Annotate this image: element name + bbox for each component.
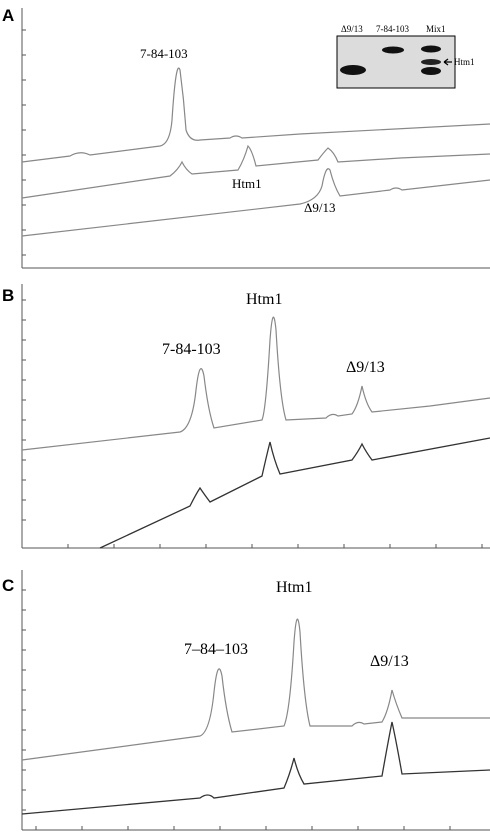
- panel-a-trace-3: [21, 168, 490, 237]
- panel-b-letter: B: [2, 286, 15, 305]
- gel-lane-label-7-84-103: 7-84-103: [376, 24, 409, 34]
- gel-inset: Δ9/13 7-84-103 Mix1 Htm1: [336, 24, 475, 89]
- gel-arrow-label: Htm1: [454, 57, 475, 67]
- gel-band-7-84-103: [382, 46, 404, 54]
- panel-b-trace-top: [21, 316, 490, 451]
- panel-b-chart: 7-84-103 Htm1 Δ9/13: [21, 284, 490, 549]
- gel-band-d913: [340, 65, 366, 75]
- panel-b-trace-bottom: [99, 437, 490, 549]
- panel-c-label-7-84-103: 7–84–103: [184, 641, 248, 658]
- panel-c-x-ticks: [35, 826, 451, 830]
- gel-band-mix-bottom: [421, 67, 441, 75]
- panel-a-label-7-84-103: 7-84-103: [140, 46, 188, 61]
- panel-a-trace-2: [21, 144, 490, 199]
- panel-b: B 7-84-103 Htm1 Δ9/13: [0, 280, 490, 550]
- panel-c-y-ticks: [22, 589, 26, 811]
- gel-lane-label-d913: Δ9/13: [341, 24, 363, 34]
- panel-b-y-ticks: [22, 299, 26, 521]
- panel-a-chart: 7-84-103 Htm1 Δ9/13 Δ9/13 7-84-103 Mix1 …: [21, 8, 490, 269]
- panel-a-label-d913: Δ9/13: [304, 200, 335, 215]
- panel-c-letter: C: [2, 576, 15, 595]
- panel-c: C 7–84–103 Htm1 Δ9/13: [0, 562, 490, 832]
- panel-c-trace-bottom: [21, 721, 490, 815]
- gel-lane-label-mix1: Mix1: [426, 24, 446, 34]
- panel-c-label-htm1: Htm1: [276, 579, 312, 596]
- panel-a: A 7-84-103 Htm1 Δ9/13 Δ9/13 7-84-103 Mix…: [0, 0, 490, 270]
- panel-b-label-d913: Δ9/13: [346, 359, 385, 376]
- panel-c-chart: 7–84–103 Htm1 Δ9/13: [21, 570, 490, 831]
- gel-band-mix-top: [421, 45, 441, 53]
- panel-a-letter: A: [2, 6, 15, 25]
- panel-c-trace-top: [21, 618, 490, 761]
- panel-b-x-ticks: [67, 544, 483, 548]
- gel-band-mix-mid: [421, 59, 441, 65]
- gel-arrow-icon: [443, 58, 452, 66]
- panel-a-ticks: [22, 29, 26, 256]
- panel-a-trace-1: [21, 67, 490, 163]
- panel-b-label-htm1: Htm1: [246, 291, 282, 308]
- panel-c-label-d913: Δ9/13: [370, 653, 409, 670]
- panel-b-label-7-84-103: 7-84-103: [162, 341, 221, 358]
- panel-a-label-htm1: Htm1: [232, 176, 262, 191]
